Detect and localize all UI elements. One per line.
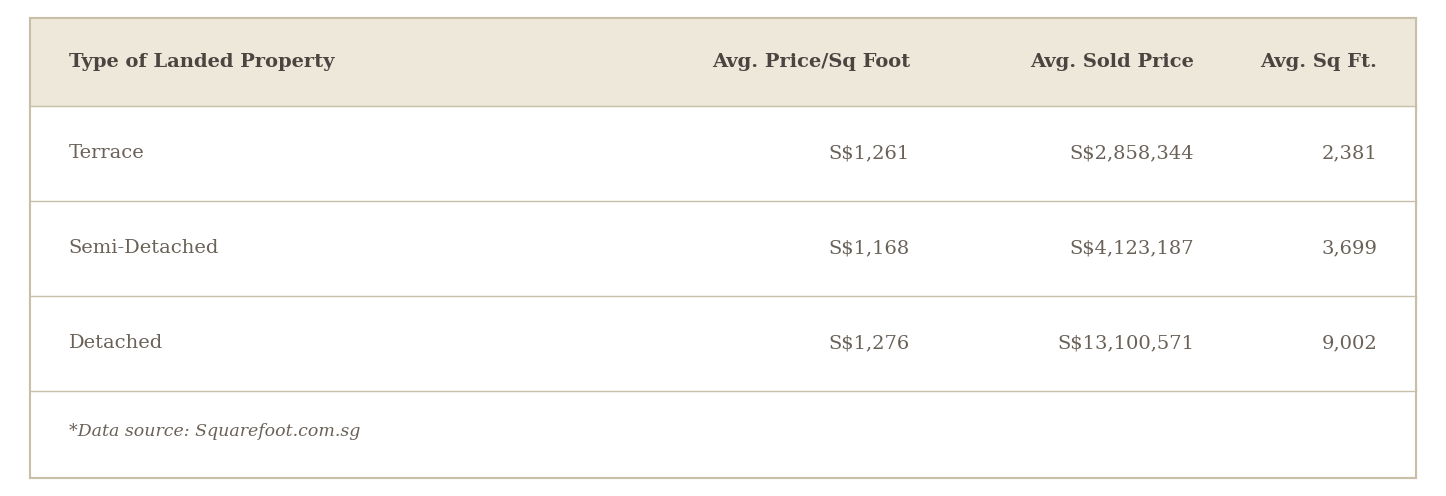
Text: *Data source: Squarefoot.com.sg: *Data source: Squarefoot.com.sg [69,424,360,440]
Bar [30,18,1416,106]
Bar [30,201,1416,296]
Text: Avg. Price/Sq Foot: Avg. Price/Sq Foot [711,53,910,71]
Text: Type of Landed Property: Type of Landed Property [69,53,334,71]
Bar [30,391,1416,473]
Text: S$2,858,344: S$2,858,344 [1070,144,1194,163]
Text: S$1,261: S$1,261 [829,144,910,163]
Text: S$4,123,187: S$4,123,187 [1070,240,1194,257]
Text: Avg. Sold Price: Avg. Sold Price [1031,53,1194,71]
Text: S$1,168: S$1,168 [829,240,910,257]
Text: Detached: Detached [69,334,163,353]
Text: S$1,276: S$1,276 [829,334,910,353]
Text: 2,381: 2,381 [1322,144,1377,163]
Text: S$13,100,571: S$13,100,571 [1057,334,1194,353]
Text: Avg. Sq Ft.: Avg. Sq Ft. [1261,53,1377,71]
Bar [30,106,1416,201]
Text: Semi-Detached: Semi-Detached [69,240,220,257]
Text: 9,002: 9,002 [1322,334,1377,353]
Bar [30,296,1416,391]
Text: Terrace: Terrace [69,144,145,163]
Text: 3,699: 3,699 [1322,240,1377,257]
